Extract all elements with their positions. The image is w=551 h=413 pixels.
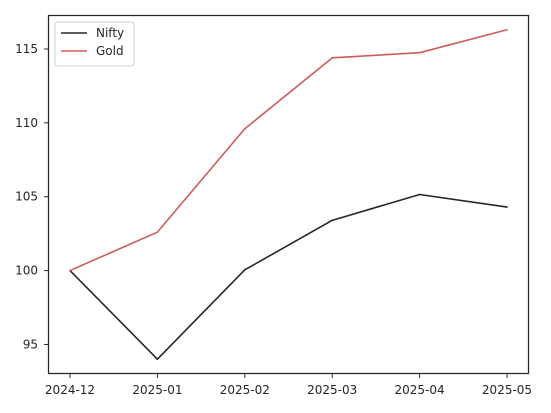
data-point-gold: [506, 28, 508, 31]
legend-label-gold: Gold: [96, 44, 124, 58]
series-line-nifty: [69, 193, 508, 361]
y-tick-label: 110: [15, 116, 38, 130]
y-tick-label: 95: [23, 337, 38, 351]
data-point-gold: [331, 57, 334, 59]
plot-background: [48, 15, 529, 374]
data-point-nifty: [156, 358, 159, 361]
series-line-gold: [69, 28, 508, 272]
data-point-gold: [69, 269, 71, 272]
data-point-nifty: [244, 269, 246, 271]
legend-label-nifty: Nifty: [96, 26, 124, 40]
y-tick-label: 105: [15, 190, 38, 204]
plot-frame: [47, 14, 530, 375]
data-point-nifty: [506, 206, 508, 208]
y-tick-label: 115: [15, 42, 38, 56]
x-tick-label: 2024-12: [45, 383, 95, 397]
data-point-gold: [156, 231, 159, 233]
x-tick-label: 2025-02: [220, 383, 270, 397]
x-tick-label: 2025-01: [132, 383, 182, 397]
y-tick-label: 100: [15, 264, 38, 278]
x-axis: 2024-12 2025-01 2025-02 2025-03 2025-04 2025-…: [45, 374, 532, 397]
x-tick-label: 2025-05: [482, 383, 532, 397]
x-tick-label: 2025-03: [307, 383, 357, 397]
y-axis: 95 100 105 110 115: [15, 42, 48, 351]
data-point-gold: [244, 127, 246, 130]
data-point-gold: [418, 51, 421, 54]
legend[interactable]: Nifty Gold: [54, 21, 135, 67]
data-point-nifty: [331, 219, 334, 222]
x-tick-label: 2025-04: [395, 383, 445, 397]
series-layer: [69, 28, 508, 361]
data-point-nifty: [418, 193, 421, 196]
